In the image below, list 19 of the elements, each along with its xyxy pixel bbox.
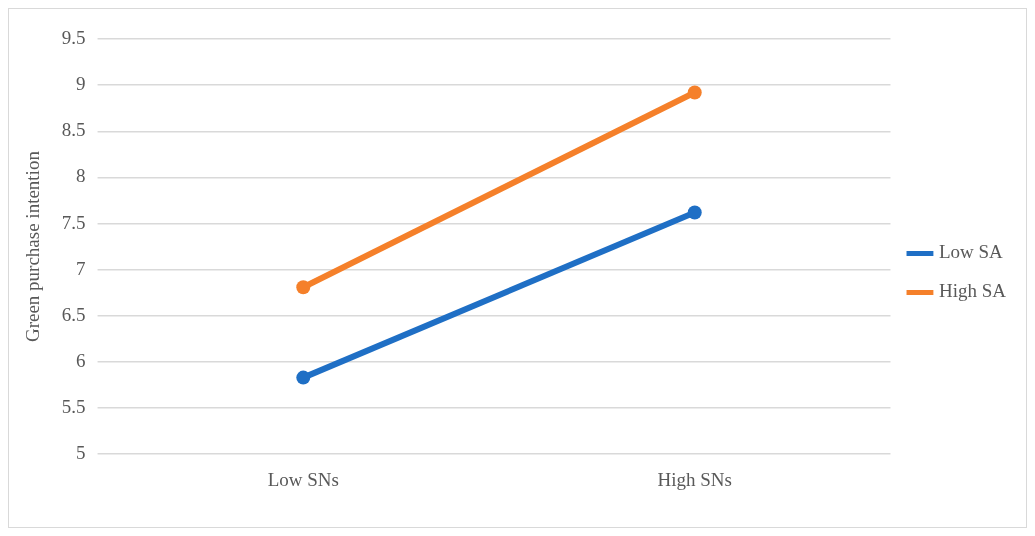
y-tick-label: 6 xyxy=(76,349,86,371)
y-tick-label: 8 xyxy=(76,165,86,187)
legend-label: High SA xyxy=(938,280,1007,302)
x-tick-label: Low SNs xyxy=(267,468,339,490)
y-tick-label: 9.5 xyxy=(61,26,86,48)
y-tick-label: 5.5 xyxy=(61,396,86,418)
point xyxy=(296,370,311,385)
point xyxy=(296,280,311,295)
y-axis-title: Green purchase intention xyxy=(22,150,44,343)
legend-label: Low SA xyxy=(938,241,1004,263)
point xyxy=(687,205,702,220)
x-tick-label: High SNs xyxy=(657,468,732,490)
point xyxy=(687,85,702,100)
y-tick-label: 7 xyxy=(76,257,86,279)
y-tick-label: 9 xyxy=(76,73,86,95)
y-tick-label: 6.5 xyxy=(61,303,86,325)
y-tick-label: 8.5 xyxy=(61,119,86,141)
y-tick-label: 7.5 xyxy=(61,211,86,233)
y-tick-label: 5 xyxy=(76,442,86,464)
